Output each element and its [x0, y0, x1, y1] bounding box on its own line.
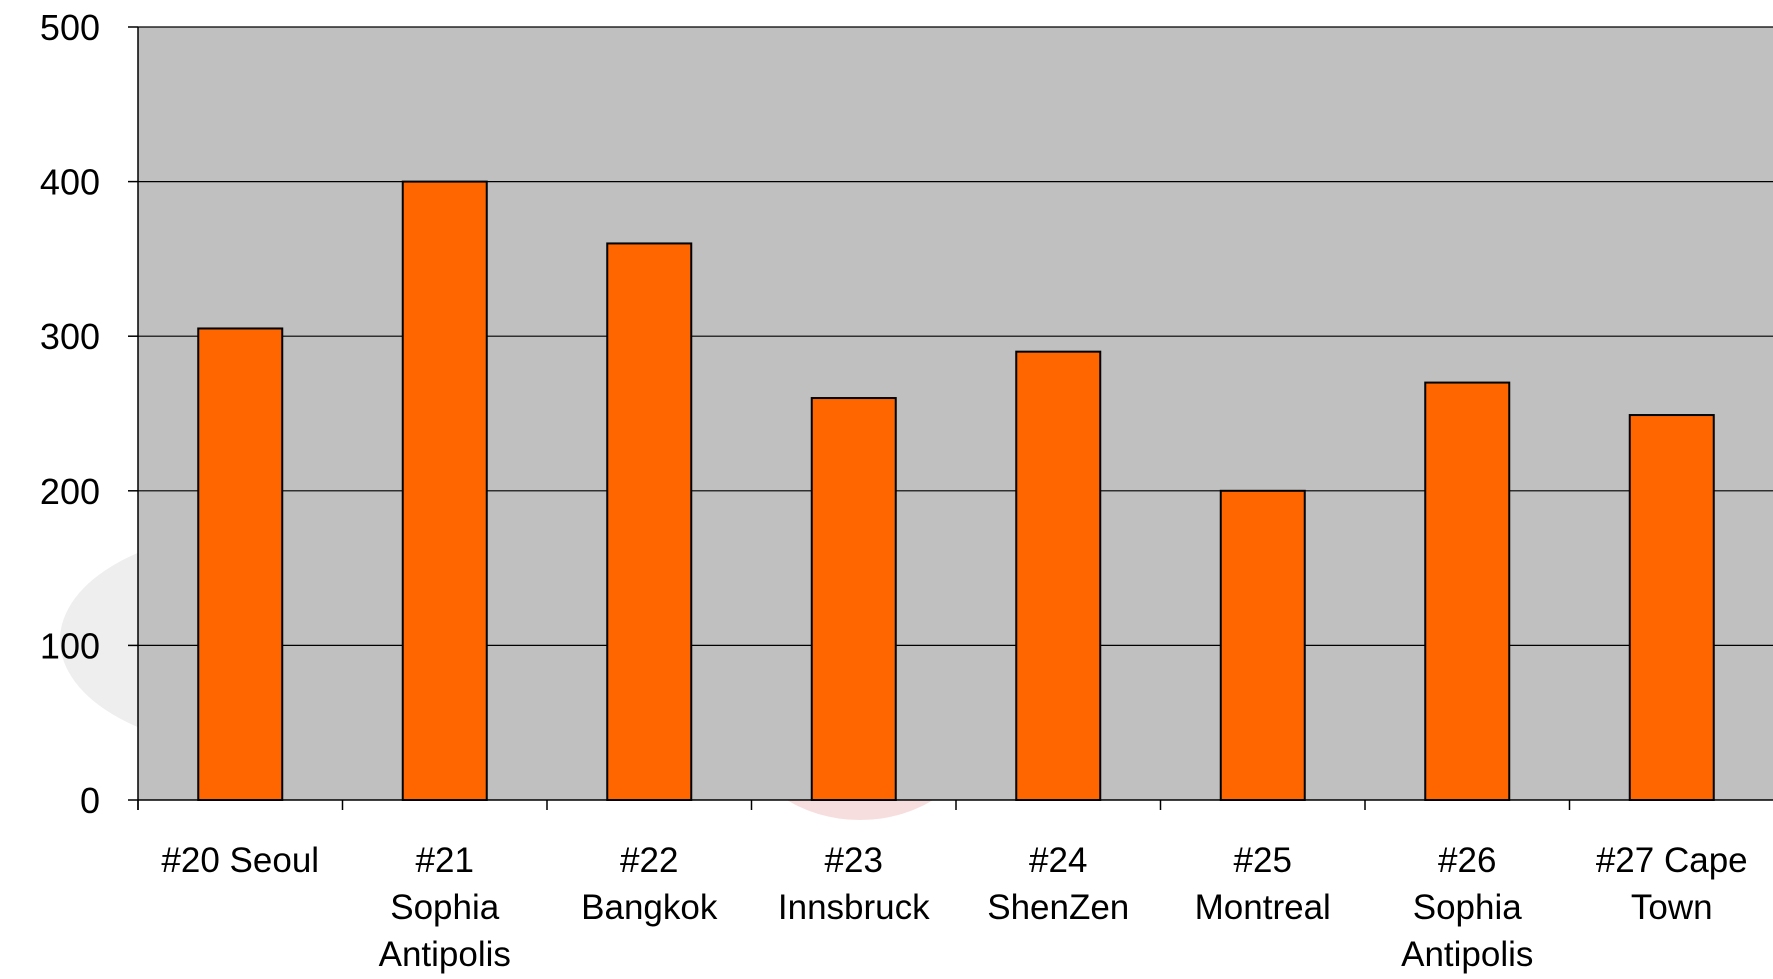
x-tick-label: #25 Montreal: [1195, 841, 1331, 927]
x-tick-label-line: Town: [1631, 888, 1713, 927]
y-axis-ticks: 0 100 200 300 400 500: [40, 7, 138, 821]
x-tick-label: #23 Innsbruck: [778, 841, 930, 927]
bar: [1628, 414, 1715, 801]
x-tick-label-line: Innsbruck: [778, 888, 930, 927]
x-tick-label-line: #20 Seoul: [161, 841, 319, 880]
y-tick-label: 400: [40, 162, 100, 203]
y-tick-label: 500: [40, 7, 100, 48]
y-tick-label: 100: [40, 625, 100, 666]
x-tick-label: #27 Cape Town: [1596, 841, 1748, 927]
x-tick-label-line: Antipolis: [1401, 935, 1533, 974]
x-tick-label-line: #25: [1234, 841, 1292, 880]
x-tick-label: #21 Sophia Antipolis: [379, 841, 511, 974]
x-tick-label-line: #27 Cape: [1596, 841, 1748, 880]
x-tick-label-line: #22: [620, 841, 678, 880]
bars: [197, 180, 1715, 802]
x-tick-label: #26 Sophia Antipolis: [1401, 841, 1533, 974]
y-tick-label: 0: [80, 780, 100, 821]
x-tick-label-line: #26: [1438, 841, 1496, 880]
bar: [1219, 489, 1306, 801]
x-tick-label-line: Sophia: [390, 888, 500, 927]
x-tick-label-line: #23: [825, 841, 883, 880]
x-tick-label: #22 Bangkok: [581, 841, 718, 927]
x-tick-label-line: Sophia: [1413, 888, 1523, 927]
y-tick-label: 300: [40, 316, 100, 357]
x-tick-label-line: Montreal: [1195, 888, 1331, 927]
x-axis-ticks: #20 Seoul #21 Sophia Antipolis #22 Bangkok #23…: [137, 800, 1748, 974]
x-tick-label-line: #21: [416, 841, 474, 880]
bar: [606, 242, 693, 801]
x-tick-label-line: ShenZen: [987, 888, 1129, 927]
plot-area: [138, 27, 1773, 800]
x-tick-label: #24 ShenZen: [987, 841, 1129, 927]
bar: [1424, 381, 1511, 801]
x-tick-label-line: Bangkok: [581, 888, 718, 927]
bar: [197, 327, 284, 801]
x-tick-label-line: Antipolis: [379, 935, 511, 974]
x-tick-label: #20 Seoul: [161, 841, 319, 880]
x-tick-label-line: #24: [1029, 841, 1087, 880]
bar: [401, 180, 488, 802]
bar: [810, 397, 897, 801]
y-tick-label: 200: [40, 471, 100, 512]
bar: [1015, 350, 1102, 801]
